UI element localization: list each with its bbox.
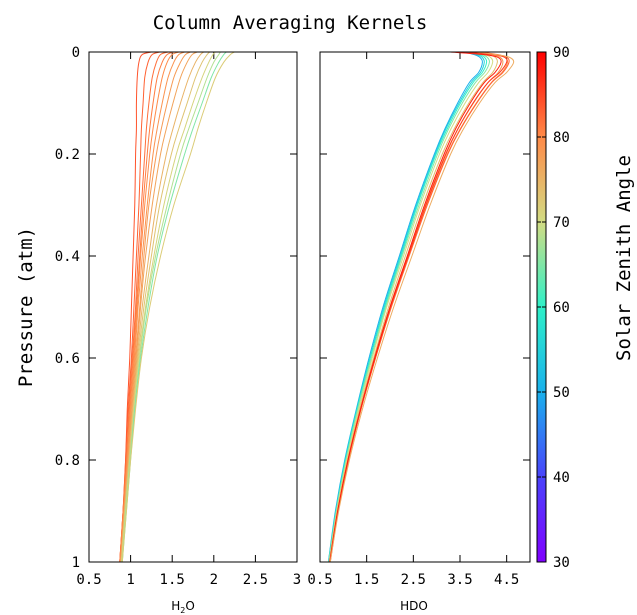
right-panel-curves (327, 51, 515, 563)
x-tick-label: 2.5 (401, 572, 426, 588)
x-tick-label: 3 (293, 572, 301, 588)
colorbar-tick-label: 40 (553, 470, 570, 486)
colorbar-tick-label: 90 (553, 45, 570, 61)
right-kernel-curve (329, 51, 515, 563)
right-panel-label: HDO (400, 599, 428, 613)
y-tick-label: 0.4 (55, 249, 80, 265)
y-tick-label: 1 (72, 555, 80, 571)
left-kernel-curve (120, 51, 198, 563)
right-kernel-curve (329, 51, 504, 563)
right-kernel-curve (329, 51, 502, 563)
colorbar-label: Solar Zenith Angle (613, 155, 635, 361)
x-tick-label: 0.5 (76, 572, 101, 588)
x-tick-label: 1.5 (160, 572, 185, 588)
right-panel-frame (319, 51, 531, 563)
colorbar-tick-label: 60 (553, 300, 570, 316)
x-tick-label: 0.5 (307, 572, 332, 588)
left-panel-curves (119, 51, 235, 563)
x-tick-label: 1.5 (354, 572, 379, 588)
right-kernel-curve (329, 51, 509, 563)
x-tick-label: 2 (210, 572, 218, 588)
right-kernel-curve (327, 51, 483, 563)
colorbar-ticks: 30 40 50 60 70 80 90 (537, 45, 570, 571)
x-tick-label: 1 (126, 572, 134, 588)
left-kernel-curve (120, 51, 210, 563)
right-kernel-curve (329, 51, 508, 563)
right-kernel-curve (328, 51, 490, 563)
x-tick-label: 3.5 (447, 572, 472, 588)
y-tick-label: 0.2 (55, 147, 80, 163)
y-tick-label: 0.8 (55, 453, 80, 469)
left-panel-frame (88, 51, 298, 563)
left-panel-ticks: 0.5 1 1.5 2 2.5 300.20.40.60.81 (55, 45, 302, 588)
left-panel-label: H2O (171, 599, 195, 615)
colorbar-tick-label: 80 (553, 130, 570, 146)
right-kernel-curve (329, 51, 510, 563)
x-tick-label: 4.5 (494, 572, 519, 588)
right-kernel-curve (328, 51, 494, 563)
left-kernel-curve (121, 51, 221, 563)
y-axis-label: Pressure (atm) (15, 227, 37, 387)
y-tick-label: 0.6 (55, 351, 80, 367)
right-panel-ticks: 0.5 1.5 2.5 3.5 4.5 (307, 51, 530, 588)
left-kernel-curve (121, 51, 235, 563)
right-kernel-curve (328, 51, 498, 563)
left-kernel-curve (120, 51, 185, 563)
y-tick-label: 0 (72, 45, 80, 61)
colorbar-tick-label: 70 (553, 215, 570, 231)
colorbar-tick-label: 30 (553, 555, 570, 571)
colorbar-tick-label: 50 (553, 385, 570, 401)
left-kernel-curve (119, 51, 160, 563)
chart-title: Column Averaging Kernels (153, 12, 428, 34)
right-kernel-curve (328, 51, 488, 563)
left-kernel-curve (119, 51, 175, 563)
x-tick-label: 2.5 (243, 572, 268, 588)
